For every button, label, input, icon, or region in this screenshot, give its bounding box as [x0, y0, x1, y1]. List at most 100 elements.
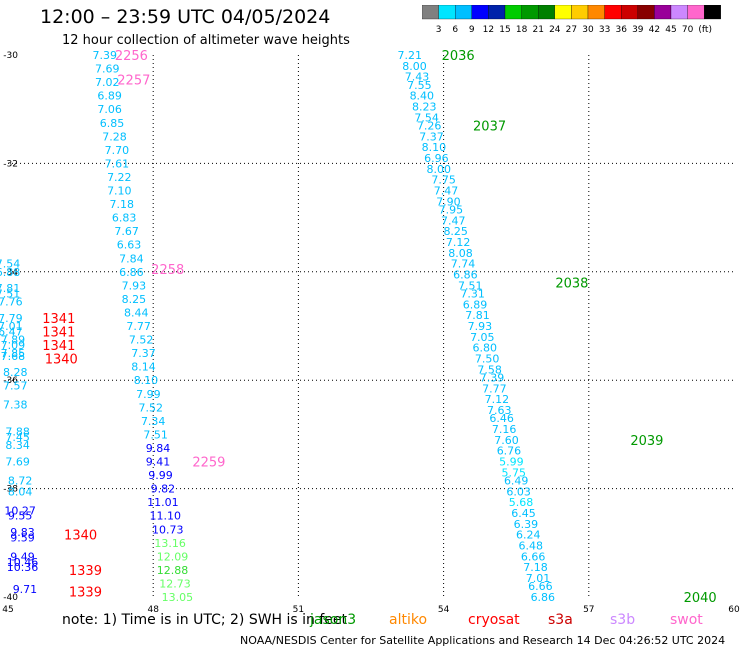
wave-height-value: 6.63 — [117, 239, 142, 252]
legend-tick-label: 15 — [499, 25, 510, 35]
wave-height-value: 7.28 — [102, 130, 127, 143]
legend-tick-label: 70 — [682, 25, 694, 35]
legend-tick-label: 12 — [483, 25, 494, 35]
time-label: 2257 — [117, 73, 150, 88]
wave-height-value: 7.90 — [436, 195, 461, 208]
wave-height-value: 7.47 — [434, 185, 459, 198]
wave-height-value: 7.51 — [0, 287, 20, 300]
wave-height-value: 7.26 — [417, 119, 442, 132]
wave-height-value: 10.73 — [152, 523, 184, 536]
legend-tick-label: 39 — [632, 25, 644, 35]
wave-height-value: 7.12 — [446, 236, 471, 249]
legend-tick-label: 27 — [566, 25, 577, 35]
wave-height-value: 9.41 — [146, 456, 171, 469]
wave-height-value: 7.39 — [93, 49, 118, 62]
wave-height-value: 7.47 — [441, 214, 466, 227]
satellite-legend: jason3 altiko cryosat s3a s3b swot — [0, 612, 740, 630]
legend-tick-label: 21 — [532, 25, 543, 35]
wave-height-value: 10.36 — [7, 561, 39, 574]
wave-height-value: 7.84 — [119, 252, 144, 265]
time-label: 1339 — [69, 564, 102, 579]
wave-height-value: 8.10 — [134, 374, 159, 387]
x-tick-label: 54 — [438, 605, 450, 612]
time-label: 1339 — [69, 586, 102, 601]
time-label: 2256 — [115, 49, 148, 64]
wave-height-value: 6.89 — [97, 90, 122, 103]
wave-height-value: 7.50 — [475, 353, 500, 366]
wave-height-value: 7.61 — [105, 157, 130, 170]
time-label: 2258 — [151, 263, 184, 278]
y-tick-label: -38 — [3, 485, 18, 495]
wave-height-value: 6.96 — [424, 152, 449, 165]
satellite-cryosat: cryosat — [468, 612, 520, 628]
wave-height-value: 8.04 — [8, 485, 33, 498]
wave-height-value: 7.77 — [126, 320, 151, 333]
time-label: 1340 — [64, 529, 97, 544]
chart-subtitle: 12 hour collection of altimeter wave hei… — [62, 33, 350, 48]
wave-height-value: 8.40 — [410, 90, 435, 103]
wave-height-value: 9.55 — [8, 510, 33, 523]
wave-height-value: 7.16 — [492, 423, 517, 436]
wave-height-value: 7.93 — [122, 279, 147, 292]
wave-height-value: 6.86 — [531, 591, 556, 604]
wave-height-value: 7.89 — [1, 334, 26, 347]
wave-height-value: 6.66 — [521, 550, 546, 563]
wave-height-value: 7.37 — [131, 347, 156, 360]
time-label: 2038 — [555, 277, 588, 292]
wave-height-value: 6.48 — [518, 540, 543, 553]
wave-height-value: 8.00 — [402, 60, 427, 73]
wave-height-value: 13.05 — [162, 591, 194, 604]
wave-height-value: 6.45 — [511, 507, 536, 520]
wave-height-value: 8.72 — [8, 474, 33, 487]
time-label: 2259 — [192, 456, 225, 471]
wave-height-value: 7.67 — [114, 225, 139, 238]
legend-tick-label: 36 — [615, 25, 627, 35]
wave-height-value: 7.54 — [414, 111, 439, 124]
wave-height-value: 7.51 — [458, 279, 483, 292]
wave-height-value: 7.18 — [523, 561, 548, 574]
wave-height-value: 7.88 — [5, 426, 30, 439]
x-tick-label: 60 — [728, 605, 740, 612]
legend-tick-label: 3 — [436, 25, 442, 35]
wave-height-value: 7.54 — [0, 258, 20, 271]
wave-height-value: 7.63 — [487, 404, 512, 417]
credit-line: NOAA/NESDIS Center for Satellite Applica… — [240, 634, 726, 647]
wave-height-value: 7.76 — [0, 296, 23, 309]
wave-height-value: 6.46 — [489, 412, 514, 425]
satellite-swot: swot — [670, 612, 703, 628]
wave-height-value: 9.82 — [151, 483, 176, 496]
y-tick-label: -40 — [3, 593, 18, 603]
wave-height-value: 7.70 — [105, 144, 130, 157]
wave-height-value: 7.52 — [139, 401, 164, 414]
wave-height-value: 6.86 — [119, 266, 144, 279]
wave-height-value: 8.44 — [124, 306, 149, 319]
legend-tick-label: 33 — [599, 25, 610, 35]
wave-height-value: 6.80 — [472, 342, 497, 355]
wave-height-value: 7.68 — [1, 350, 26, 363]
wave-height-value: 7.74 — [451, 258, 476, 271]
legend-tick-label: 45 — [665, 25, 676, 35]
wave-height-value: 7.81 — [0, 282, 20, 295]
wave-height-value: 7.55 — [407, 79, 432, 92]
wave-height-value: 12.09 — [157, 550, 189, 563]
color-scale-legend: 3 6 9 12 15 18 21 24 27 30 33 36 39 42 45 70 (ft) — [422, 5, 721, 35]
wave-height-value: 7.81 — [465, 309, 490, 322]
legend-tick-label: 9 — [469, 25, 475, 35]
wave-height-value: 7.57 — [3, 380, 28, 393]
wave-height-value: 7.69 — [5, 456, 30, 469]
time-label: 2039 — [630, 434, 663, 449]
wave-height-value: 7.77 — [482, 382, 507, 395]
wave-height-value: 7.34 — [141, 415, 166, 428]
wave-height-value: 5.99 — [499, 456, 524, 469]
wave-height-value: 9.83 — [10, 526, 35, 539]
y-tick-label: -34 — [3, 268, 18, 278]
wave-height-value: 9.49 — [10, 550, 35, 563]
wave-height-value: 7.18 — [109, 198, 134, 211]
wave-height-value: 12.73 — [159, 577, 191, 590]
wave-height-value: 7.58 — [477, 363, 502, 376]
wave-height-value: 7.37 — [419, 130, 444, 143]
wave-height-value: 7.99 — [136, 388, 161, 401]
wave-height-value: 7.38 — [3, 399, 28, 412]
x-tick-label: 48 — [147, 605, 159, 612]
wave-height-value: 12.88 — [157, 564, 189, 577]
